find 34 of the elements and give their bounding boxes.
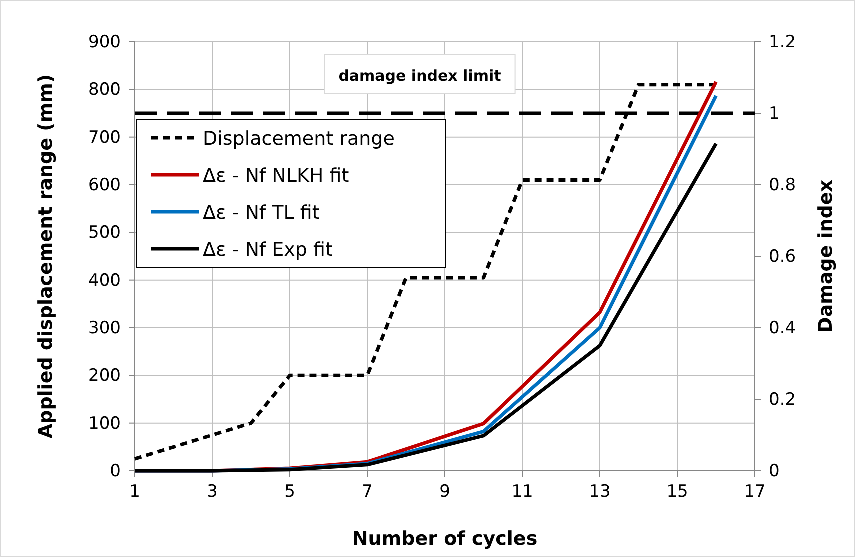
legend-label: Δε - Nf NLKH fit <box>203 165 350 187</box>
x-tick-label: 7 <box>362 482 373 502</box>
y2-tick-label: 1.2 <box>769 32 796 52</box>
x-tick-label: 17 <box>744 482 766 502</box>
x-tick-label: 15 <box>666 482 688 502</box>
y-tick-label: 400 <box>88 270 121 291</box>
x-tick-label: 3 <box>207 482 218 502</box>
y-tick-label: 200 <box>88 366 121 386</box>
x-tick-label: 13 <box>589 482 611 502</box>
y-axis-title: Applied displacement range (mm) <box>35 74 57 439</box>
y-tick-label: 100 <box>88 414 121 434</box>
y2-tick-label: 0 <box>769 461 780 482</box>
x-axis-title: Number of cycles <box>352 528 538 550</box>
y2-tick-label: 0.4 <box>769 318 796 338</box>
legend-label: Δε - Nf Exp fit <box>203 239 333 261</box>
y2-axis-title: Damage index <box>815 180 837 334</box>
y2-tick-label: 0.6 <box>769 246 796 267</box>
y-tick-label: 600 <box>88 175 121 196</box>
y-tick-label: 300 <box>88 318 121 338</box>
legend-label: Displacement range <box>203 128 395 150</box>
legend-label: Δε - Nf TL fit <box>203 202 320 224</box>
x-tick-label: 5 <box>284 482 296 502</box>
x-tick-label: 1 <box>130 482 140 502</box>
y-tick-label: 0 <box>110 461 121 482</box>
x-tick-label: 9 <box>440 482 450 502</box>
y-tick-label: 800 <box>88 80 121 100</box>
y2-tick-label: 0.2 <box>769 390 796 410</box>
y2-tick-label: 1 <box>769 104 780 124</box>
y-tick-label: 900 <box>88 32 121 52</box>
ref-line-label: damage index limit <box>338 67 502 85</box>
x-tick-label: 11 <box>512 482 534 502</box>
y-tick-label: 500 <box>88 223 121 244</box>
y2-tick-label: 0.8 <box>769 175 796 196</box>
y-tick-label: 700 <box>88 128 121 148</box>
